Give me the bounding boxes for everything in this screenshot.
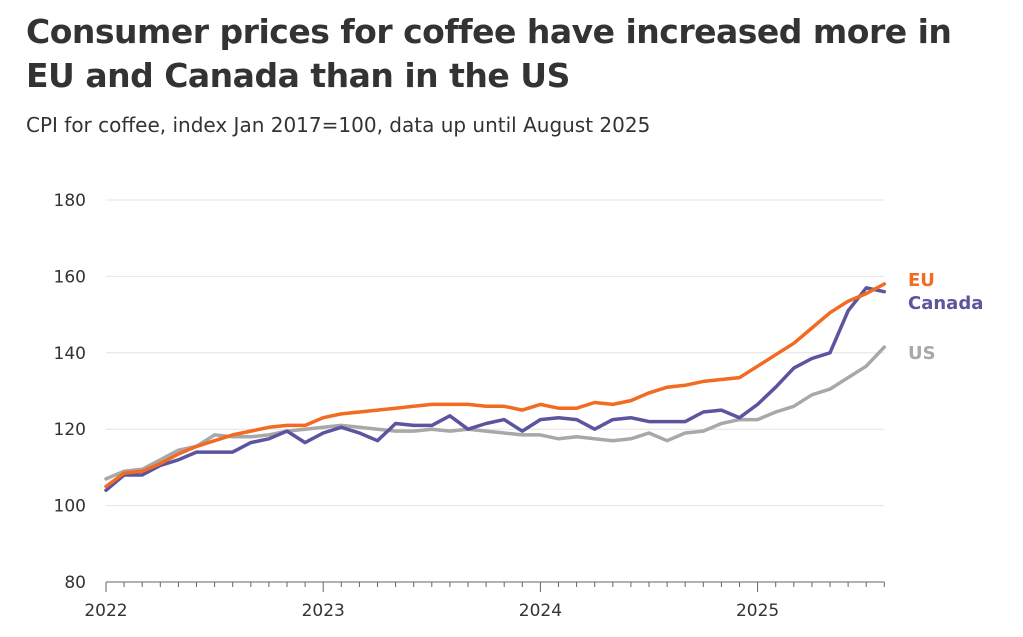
legend-label-canada: Canada [908,293,983,314]
grid-lines [106,199,885,507]
x-axis [105,581,885,592]
legend-label-us: US [908,343,936,364]
chart-subtitle: CPI for coffee, index Jan 2017=100, data… [26,113,651,137]
series-line-eu [104,282,887,489]
y-tick-label-80: 80 [64,573,86,593]
y-tick-label-100: 100 [54,497,86,517]
y-tick-label-160: 160 [54,267,86,287]
x-axis-tick-labels: 2022 2023 2024 2025 [84,601,779,621]
x-tick-label-2022: 2022 [84,601,127,621]
y-tick-label-140: 140 [54,344,86,364]
chart-title: Consumer prices for coffee have increase… [26,12,952,95]
series-line-canada [104,286,887,493]
x-tick-label-2023: 2023 [302,601,345,621]
x-tick-label-2025: 2025 [736,601,779,621]
y-tick-label-120: 120 [54,420,86,440]
y-axis-tick-labels: 180 160 140 120 100 80 [54,191,86,593]
legend-label-eu: EU [908,270,935,291]
series-line-us [104,345,887,481]
y-tick-label-180: 180 [54,191,86,211]
series-lines [104,282,887,493]
x-tick-label-2024: 2024 [519,601,562,621]
